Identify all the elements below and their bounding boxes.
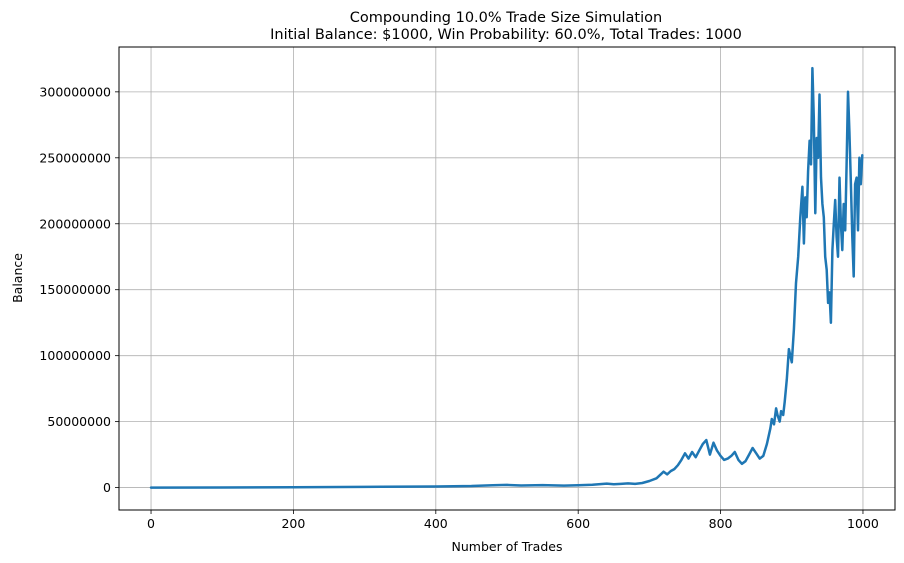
y-tick-label: 200000000 (39, 216, 111, 231)
x-tick-label: 600 (566, 516, 590, 531)
grid (119, 47, 895, 510)
x-tick-label: 0 (147, 516, 155, 531)
y-axis-label: Balance (10, 253, 25, 303)
y-tick-label: 150000000 (39, 282, 111, 297)
plot-frame (118, 46, 896, 511)
y-tick-label: 100000000 (39, 348, 111, 363)
chart-subtitle: Initial Balance: $1000, Win Probability:… (270, 27, 742, 43)
x-axis: 0 200 400 600 800 1000 (147, 510, 879, 531)
x-axis-label: Number of Trades (452, 539, 563, 554)
y-tick-label: 0 (103, 480, 111, 495)
x-tick-label: 200 (281, 516, 305, 531)
y-tick-label: 300000000 (39, 84, 111, 99)
plot-area (149, 66, 864, 489)
chart-title: Compounding 10.0% Trade Size Simulation (350, 10, 662, 26)
y-tick-label: 50000000 (47, 414, 111, 429)
balance-series-line (149, 66, 864, 489)
x-tick-label: 800 (709, 516, 733, 531)
x-tick-label: 1000 (847, 516, 879, 531)
y-axis: 0 50000000 100000000 150000000 200000000 2500… (39, 84, 119, 495)
x-tick-label: 400 (424, 516, 448, 531)
y-tick-label: 250000000 (39, 150, 111, 165)
